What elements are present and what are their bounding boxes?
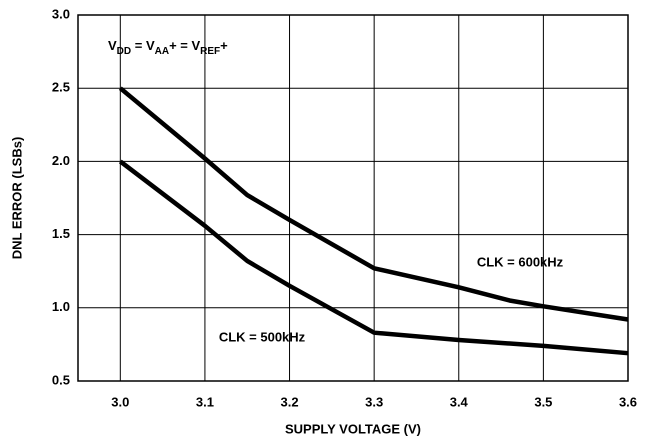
y-tick-label: 1.0: [52, 299, 70, 314]
series-line: [118, 86, 629, 322]
annotation-part: AA: [155, 46, 169, 57]
annotation-part: + = V: [169, 38, 200, 53]
annotation-part: = V: [131, 38, 155, 53]
y-tick-label: 0.5: [52, 372, 70, 387]
x-tick-label: 3.5: [534, 394, 552, 409]
series-label: CLK = 600kHz: [477, 254, 564, 269]
x-tick-label: 3.0: [111, 394, 129, 409]
x-tick-label: 3.3: [365, 394, 383, 409]
y-tick-label: 2.0: [52, 153, 70, 168]
annotation-part: +: [220, 38, 228, 53]
series-label: CLK = 500kHz: [219, 329, 306, 344]
annotation-part: V: [108, 38, 117, 53]
y-tick-label: 1.5: [52, 226, 70, 241]
series-line: [118, 159, 629, 356]
x-tick-label: 3.6: [619, 394, 637, 409]
x-tick-label: 3.4: [450, 394, 469, 409]
annotation: VDD = VAA+ = VREF+: [108, 38, 228, 56]
x-tick-label: 3.1: [196, 394, 214, 409]
annotation-part: REF: [200, 46, 220, 57]
y-tick-label: 2.5: [52, 80, 70, 95]
y-axis-label: DNL ERROR (LSBs): [9, 137, 24, 260]
x-axis-label: SUPPLY VOLTAGE (V): [285, 421, 421, 436]
y-tick-label: 3.0: [52, 6, 70, 21]
plot-frame: [77, 14, 629, 382]
x-tick-label: 3.2: [280, 394, 298, 409]
annotation-part: DD: [117, 46, 131, 57]
